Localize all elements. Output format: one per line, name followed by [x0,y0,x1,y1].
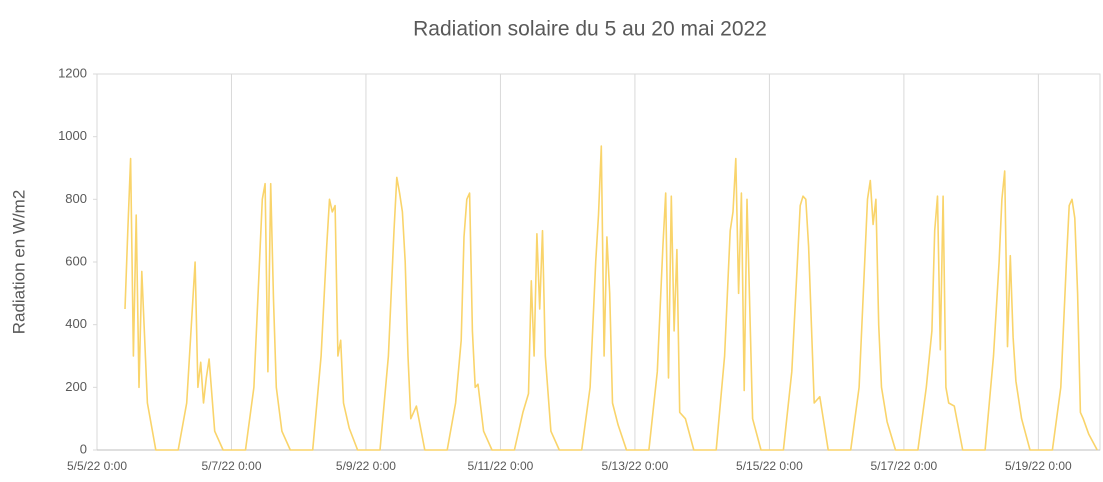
x-tick-label: 5/11/22 0:00 [468,459,534,473]
y-axis-label: Radiation en W/m2 [9,190,28,335]
x-tick-label: 5/5/22 0:00 [67,459,127,473]
x-tick-label: 5/13/22 0:00 [602,459,669,473]
y-tick-label: 1000 [58,128,87,143]
y-tick-label: 200 [65,379,87,394]
x-tick-label: 5/15/22 0:00 [736,459,803,473]
chart-title: Radiation solaire du 5 au 20 mai 2022 [413,18,767,41]
data-line [124,145,1098,451]
x-tick-label: 5/9/22 0:00 [336,459,396,473]
y-tick-label: 400 [65,316,87,331]
y-tick-label: 600 [65,253,87,268]
y-tick-label: 0 [80,441,87,456]
y-tick-label: 800 [65,191,87,206]
x-tick-label: 5/7/22 0:00 [201,459,261,473]
x-tick-label: 5/19/22 0:00 [1005,459,1072,473]
y-tick-label: 1200 [58,65,87,80]
x-tick-label: 5/17/22 0:00 [871,459,938,473]
plot-border [96,73,1101,451]
